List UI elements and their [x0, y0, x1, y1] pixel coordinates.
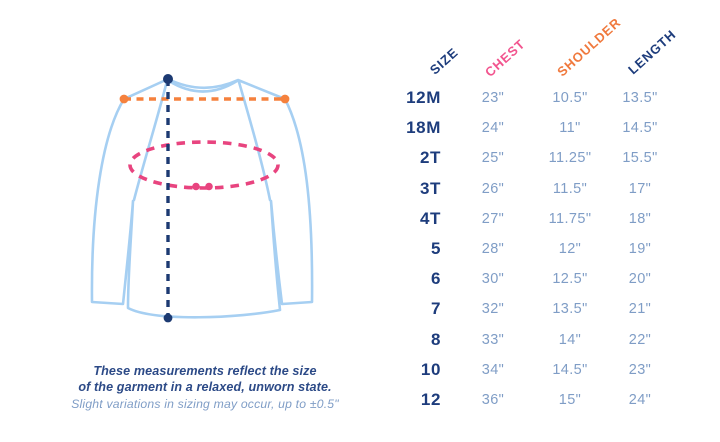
note-line-3: Slight variations in sizing may occur, u…: [71, 397, 339, 411]
length-cell: 21": [628, 301, 652, 318]
shoulder-cell: 14.5": [552, 361, 588, 378]
column-header-size: SIZE: [426, 44, 462, 78]
chest-cell: 27": [481, 210, 505, 227]
chest-cell: 26": [481, 180, 505, 197]
chest-cell: 32": [481, 301, 505, 318]
length-cell: 23": [628, 361, 652, 378]
note-line-2: of the garment in a relaxed, unworn stat…: [78, 379, 332, 394]
size-cell: 5: [430, 239, 441, 259]
shoulder-cell: 13.5": [552, 301, 588, 318]
collar-inner-line: [167, 79, 239, 93]
shirt-outline: [90, 77, 314, 319]
shoulder-dot-right: [280, 94, 290, 104]
table-row: 18M 24" 11" 14.5": [395, 113, 695, 143]
column-header-length: LENGTH: [625, 26, 679, 78]
length-cell: 22": [628, 331, 652, 348]
table-row: 7 32" 13.5" 21": [395, 294, 695, 324]
size-cell: 8: [430, 329, 441, 349]
length-cell: 20": [628, 271, 652, 288]
shoulder-cell: 14": [558, 331, 582, 348]
length-cell: 13.5": [622, 90, 658, 107]
size-cell: 10: [420, 359, 441, 379]
chest-cell: 24": [481, 120, 505, 137]
shoulder-cell: 15": [558, 391, 582, 408]
length-dot-top: [163, 74, 173, 84]
size-cell: 4T: [419, 208, 441, 228]
shoulder-cell: 12.5": [552, 271, 588, 288]
size-cell: 12: [420, 389, 441, 409]
table-row: 3T 26" 11.5" 17": [395, 174, 695, 204]
length-cell: 17": [628, 180, 652, 197]
measurement-notes: These measurements reflect the size of t…: [38, 364, 372, 413]
size-cell: 18M: [406, 118, 441, 138]
length-cell: 15.5": [622, 150, 658, 167]
size-cell: 12M: [406, 88, 441, 108]
shoulder-cell: 11.25": [548, 150, 592, 167]
chest-cell: 30": [481, 271, 505, 288]
chest-cell: 28": [481, 241, 505, 258]
length-cell: 24": [628, 391, 652, 408]
table-row: 12M 23" 10.5" 13.5": [395, 83, 695, 113]
length-cell: 18": [628, 210, 652, 227]
chest-dot-1: [192, 182, 200, 191]
shoulder-cell: 10.5": [552, 90, 588, 107]
shoulder-dot-left: [119, 94, 129, 104]
table-row: 8 33" 14" 22": [395, 325, 695, 355]
chest-cell: 23": [481, 90, 505, 107]
table-row: 12 36" 15" 24": [395, 385, 695, 415]
left-raglan-seam: [132, 79, 169, 202]
length-cell: 14.5": [622, 120, 658, 137]
shirt-diagram: [90, 74, 314, 323]
chest-dot-2: [205, 182, 213, 191]
length-measure-line: [163, 74, 173, 323]
size-cell: 7: [430, 299, 441, 319]
shoulder-cell: 11.75": [548, 210, 592, 227]
size-table: SIZE CHEST SHOULDER LENGTH 12M 23" 10.5"…: [395, 0, 700, 442]
size-table-rows: 12M 23" 10.5" 13.5" 18M 24" 11" 14.5" 2T…: [395, 83, 695, 415]
shoulder-cell: 12": [558, 241, 582, 258]
column-header-chest: CHEST: [481, 36, 529, 80]
chest-cell: 36": [481, 391, 505, 408]
shoulder-cell: 11.5": [552, 180, 588, 197]
table-row: 4T 27" 11.75" 18": [395, 204, 695, 234]
table-row: 5 28" 12" 19": [395, 234, 695, 264]
note-line-1: These measurements reflect the size: [93, 364, 317, 378]
table-row: 2T 25" 11.25" 15.5": [395, 143, 695, 173]
shoulder-cell: 11": [559, 120, 581, 137]
length-dot-bottom: [163, 313, 173, 323]
chest-cell: 25": [481, 150, 505, 167]
size-cell: 2T: [419, 148, 441, 168]
table-row: 6 30" 12.5" 20": [395, 264, 695, 294]
length-cell: 19": [628, 241, 652, 258]
size-cell: 3T: [419, 178, 441, 198]
column-header-shoulder: SHOULDER: [554, 14, 624, 80]
chest-measure-ellipse: [128, 140, 280, 191]
chest-cell: 34": [481, 361, 505, 378]
shoulder-measure-line: [119, 94, 290, 104]
right-raglan-seam: [237, 80, 272, 202]
chest-cell: 33": [481, 331, 505, 348]
table-row: 10 34" 14.5" 23": [395, 355, 695, 385]
size-cell: 6: [430, 269, 441, 289]
